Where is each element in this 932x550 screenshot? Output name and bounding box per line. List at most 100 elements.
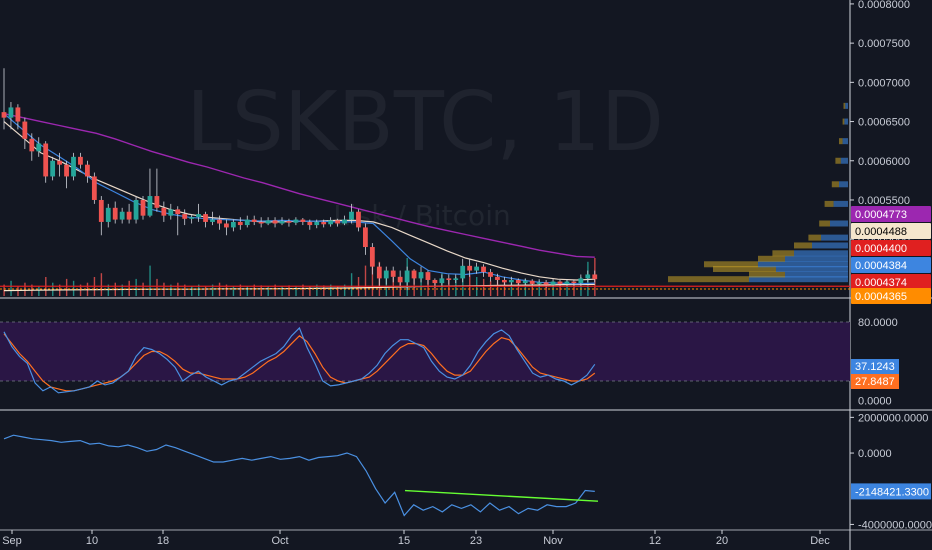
candle-body xyxy=(91,176,97,200)
price-badges: 0.0004773 0.0004488 0.0004400 0.0004384 0.00… xyxy=(851,206,931,304)
obv-tick-label: 0.0000 xyxy=(858,448,892,460)
price-badge-label: 0.0004384 xyxy=(855,260,907,272)
price-badge-label: 0.0004773 xyxy=(855,209,907,221)
price-tick-label: 0.0006500 xyxy=(858,117,910,129)
candle-body xyxy=(154,196,160,208)
candle-body xyxy=(321,221,327,225)
price-badge-label: 0.0004400 xyxy=(855,243,907,255)
candle-body xyxy=(210,219,215,222)
obv-line xyxy=(3,434,595,517)
price-badge xyxy=(851,288,931,304)
candle-body xyxy=(335,220,340,224)
volume-profile-bar xyxy=(824,200,834,207)
price-badge xyxy=(851,223,931,239)
candle-body xyxy=(78,156,83,165)
candle-body xyxy=(529,280,535,284)
rsi-pane: 80.0000 0.0000 37.1243 27.8487 xyxy=(0,317,899,408)
volume-profile-bar xyxy=(785,271,848,278)
candle-body xyxy=(356,211,361,228)
volume-bar xyxy=(427,278,429,296)
ma-blue-line xyxy=(3,113,595,285)
volume-bar xyxy=(524,278,527,296)
watermark-subtitle: Lisk / Bitcoin xyxy=(333,199,510,232)
candle-body xyxy=(182,214,188,219)
volume-profile-bar xyxy=(842,138,848,145)
candle-body xyxy=(140,199,146,216)
time-tick-label: 15 xyxy=(398,535,410,547)
candle-body xyxy=(307,221,313,226)
rsi-k-line xyxy=(3,326,596,394)
volume-bar xyxy=(121,284,123,296)
volume-bar xyxy=(246,286,249,296)
candle-body xyxy=(22,121,28,139)
candle-body xyxy=(578,278,584,284)
candle-body xyxy=(328,220,334,225)
volume-bar xyxy=(496,278,499,296)
candle-body xyxy=(508,279,514,283)
candle-body xyxy=(557,281,563,284)
volume-profile-bar xyxy=(704,261,758,268)
volume-profile-bar xyxy=(794,242,812,249)
volume-profile-bar xyxy=(713,265,776,272)
volume-bar xyxy=(343,284,346,296)
volume-bar xyxy=(364,265,367,296)
candle-body xyxy=(64,164,69,177)
candle-body xyxy=(50,160,56,177)
volume-bar xyxy=(225,284,228,296)
candle-body xyxy=(168,209,174,216)
volume-profile-bar xyxy=(835,157,841,164)
volume-bar xyxy=(323,285,325,296)
candle-body xyxy=(349,211,354,220)
candle-body xyxy=(175,209,181,215)
price-badge xyxy=(851,206,931,222)
volume-bar xyxy=(350,273,353,296)
volume-bar xyxy=(170,284,172,296)
candle-body xyxy=(467,265,473,271)
volume-bar xyxy=(309,286,311,296)
price-badge xyxy=(851,257,931,273)
volume-bar xyxy=(100,273,103,296)
volume-profile-bar xyxy=(821,234,848,241)
volume-profile-bar xyxy=(845,102,848,109)
candle-body xyxy=(342,219,347,224)
candle-body xyxy=(251,219,257,222)
rsi-tick-label: 0.0000 xyxy=(858,396,892,408)
time-tick-label: Sep xyxy=(2,535,22,547)
candle-body xyxy=(536,282,542,284)
candle-body xyxy=(189,217,195,219)
candle-body xyxy=(133,199,139,220)
volume-profile-bar xyxy=(831,181,839,188)
volume-bar xyxy=(517,280,520,296)
volume-bar xyxy=(281,286,283,296)
volume-bar xyxy=(510,282,513,296)
time-tick-label: 18 xyxy=(157,535,169,547)
volume-profile-bar xyxy=(794,250,848,257)
candle-body xyxy=(495,276,500,280)
candle-body xyxy=(453,278,459,280)
volume-profile-bar xyxy=(830,220,848,227)
volume-bar xyxy=(260,285,262,296)
volume-bar xyxy=(232,286,235,296)
volume-bar xyxy=(239,284,242,296)
price-tick-label: 0.0007000 xyxy=(858,77,910,89)
volume-bar xyxy=(545,282,547,296)
volume-profile-bar xyxy=(749,276,848,283)
volume-profile-bar xyxy=(819,220,830,227)
volume-bar xyxy=(274,284,276,296)
time-tick-label: 12 xyxy=(649,535,661,547)
price-badge xyxy=(851,274,931,290)
volume-bar xyxy=(38,286,40,296)
volume-bar xyxy=(288,285,290,296)
candle-body xyxy=(230,221,236,228)
price-tick-label: 0.0006000 xyxy=(858,156,910,168)
volume-bar xyxy=(552,284,554,296)
volume-profile-bar xyxy=(843,102,846,109)
volume-profile-bar xyxy=(839,181,848,188)
candle-body xyxy=(105,207,111,222)
volume-bar xyxy=(434,280,436,296)
volume-bar xyxy=(135,278,137,296)
candle-body xyxy=(196,214,201,218)
volume-ma-line xyxy=(3,283,595,292)
candle-body xyxy=(432,279,438,284)
